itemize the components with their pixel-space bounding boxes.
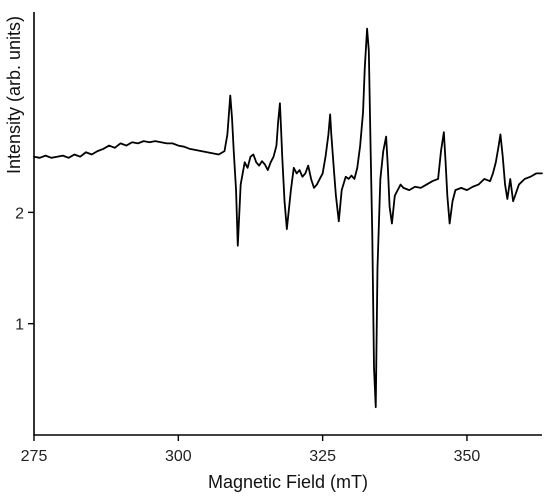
y-axis-title: Intensity (arb. units) <box>4 16 24 174</box>
x-tick-label: 350 <box>454 448 481 465</box>
x-tick-label: 325 <box>309 448 336 465</box>
y-tick-label: 1 <box>15 317 24 334</box>
y-tick-label: 2 <box>15 205 24 222</box>
y-axis-ticks: 12 <box>15 205 34 334</box>
x-tick-label: 300 <box>165 448 192 465</box>
x-tick-label: 275 <box>21 448 48 465</box>
x-axis-ticks: 275 300 325 350 <box>21 435 481 465</box>
series-line <box>33 27 543 409</box>
x-axis-title: Magnetic Field (mT) <box>208 472 368 492</box>
